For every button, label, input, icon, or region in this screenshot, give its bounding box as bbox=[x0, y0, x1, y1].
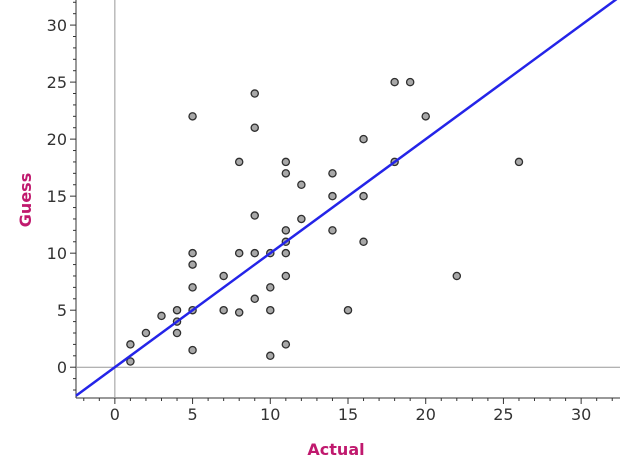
reference-line-group bbox=[75, 0, 618, 397]
data-point bbox=[359, 134, 368, 144]
data-point bbox=[234, 248, 244, 258]
data-point bbox=[141, 328, 151, 338]
reference-line bbox=[75, 0, 618, 397]
data-points bbox=[126, 77, 524, 366]
data-point bbox=[359, 191, 368, 201]
data-point bbox=[219, 305, 228, 315]
data-point bbox=[281, 340, 291, 349]
data-point bbox=[157, 311, 166, 321]
x-tick-label: 15 bbox=[338, 405, 358, 424]
data-point bbox=[281, 271, 291, 281]
data-point bbox=[126, 357, 135, 366]
y-tick-label: 25 bbox=[47, 73, 67, 92]
y-axis-title: Guess bbox=[16, 173, 35, 227]
data-point bbox=[328, 226, 337, 235]
x-tick-label: 20 bbox=[416, 405, 436, 424]
y-tick-label: 0 bbox=[57, 358, 67, 377]
data-point bbox=[421, 112, 430, 121]
data-point bbox=[188, 260, 197, 269]
data-point bbox=[266, 283, 275, 292]
data-point bbox=[405, 77, 415, 87]
y-tick-label: 15 bbox=[47, 187, 67, 206]
x-axis-ticks: 0 5 10 15 20 25 30 bbox=[83, 398, 613, 424]
data-point bbox=[359, 237, 368, 247]
y-tick-label: 30 bbox=[47, 16, 67, 35]
x-tick-label: 25 bbox=[493, 405, 513, 424]
data-point bbox=[266, 305, 275, 315]
data-point bbox=[297, 180, 306, 189]
data-point bbox=[250, 123, 259, 132]
x-tick-label: 30 bbox=[571, 405, 591, 424]
data-point bbox=[188, 283, 197, 292]
x-tick-label: 5 bbox=[187, 405, 197, 424]
data-point bbox=[234, 157, 244, 167]
data-point bbox=[188, 345, 197, 355]
y-tick-label: 10 bbox=[47, 244, 67, 263]
y-tick-label: 5 bbox=[57, 301, 67, 320]
plot-frame bbox=[75, 0, 620, 399]
data-point bbox=[250, 89, 259, 98]
data-point bbox=[328, 191, 337, 201]
data-point bbox=[250, 248, 259, 258]
y-axis-ticks: 0 5 10 15 20 25 30 bbox=[47, 1, 76, 391]
data-point bbox=[234, 308, 244, 317]
data-point bbox=[328, 169, 337, 178]
data-point bbox=[452, 271, 462, 281]
data-point bbox=[514, 157, 524, 167]
y-tick-label: 20 bbox=[47, 130, 67, 149]
data-point bbox=[343, 305, 353, 315]
data-point bbox=[281, 248, 291, 258]
data-point bbox=[250, 211, 259, 220]
data-point bbox=[219, 271, 228, 281]
data-point bbox=[188, 248, 197, 258]
x-axis-title: Actual bbox=[307, 440, 364, 459]
data-point bbox=[250, 294, 259, 304]
data-point bbox=[172, 328, 182, 338]
data-point bbox=[188, 112, 197, 121]
data-point bbox=[266, 351, 275, 361]
data-point bbox=[281, 169, 291, 178]
data-point bbox=[281, 226, 291, 235]
data-point bbox=[297, 214, 306, 224]
zero-axes bbox=[76, 0, 620, 398]
x-tick-label: 10 bbox=[260, 405, 280, 424]
x-tick-label: 0 bbox=[110, 405, 120, 424]
data-point bbox=[172, 305, 182, 315]
data-point bbox=[390, 77, 399, 87]
data-point bbox=[126, 340, 135, 349]
data-point bbox=[281, 157, 291, 167]
